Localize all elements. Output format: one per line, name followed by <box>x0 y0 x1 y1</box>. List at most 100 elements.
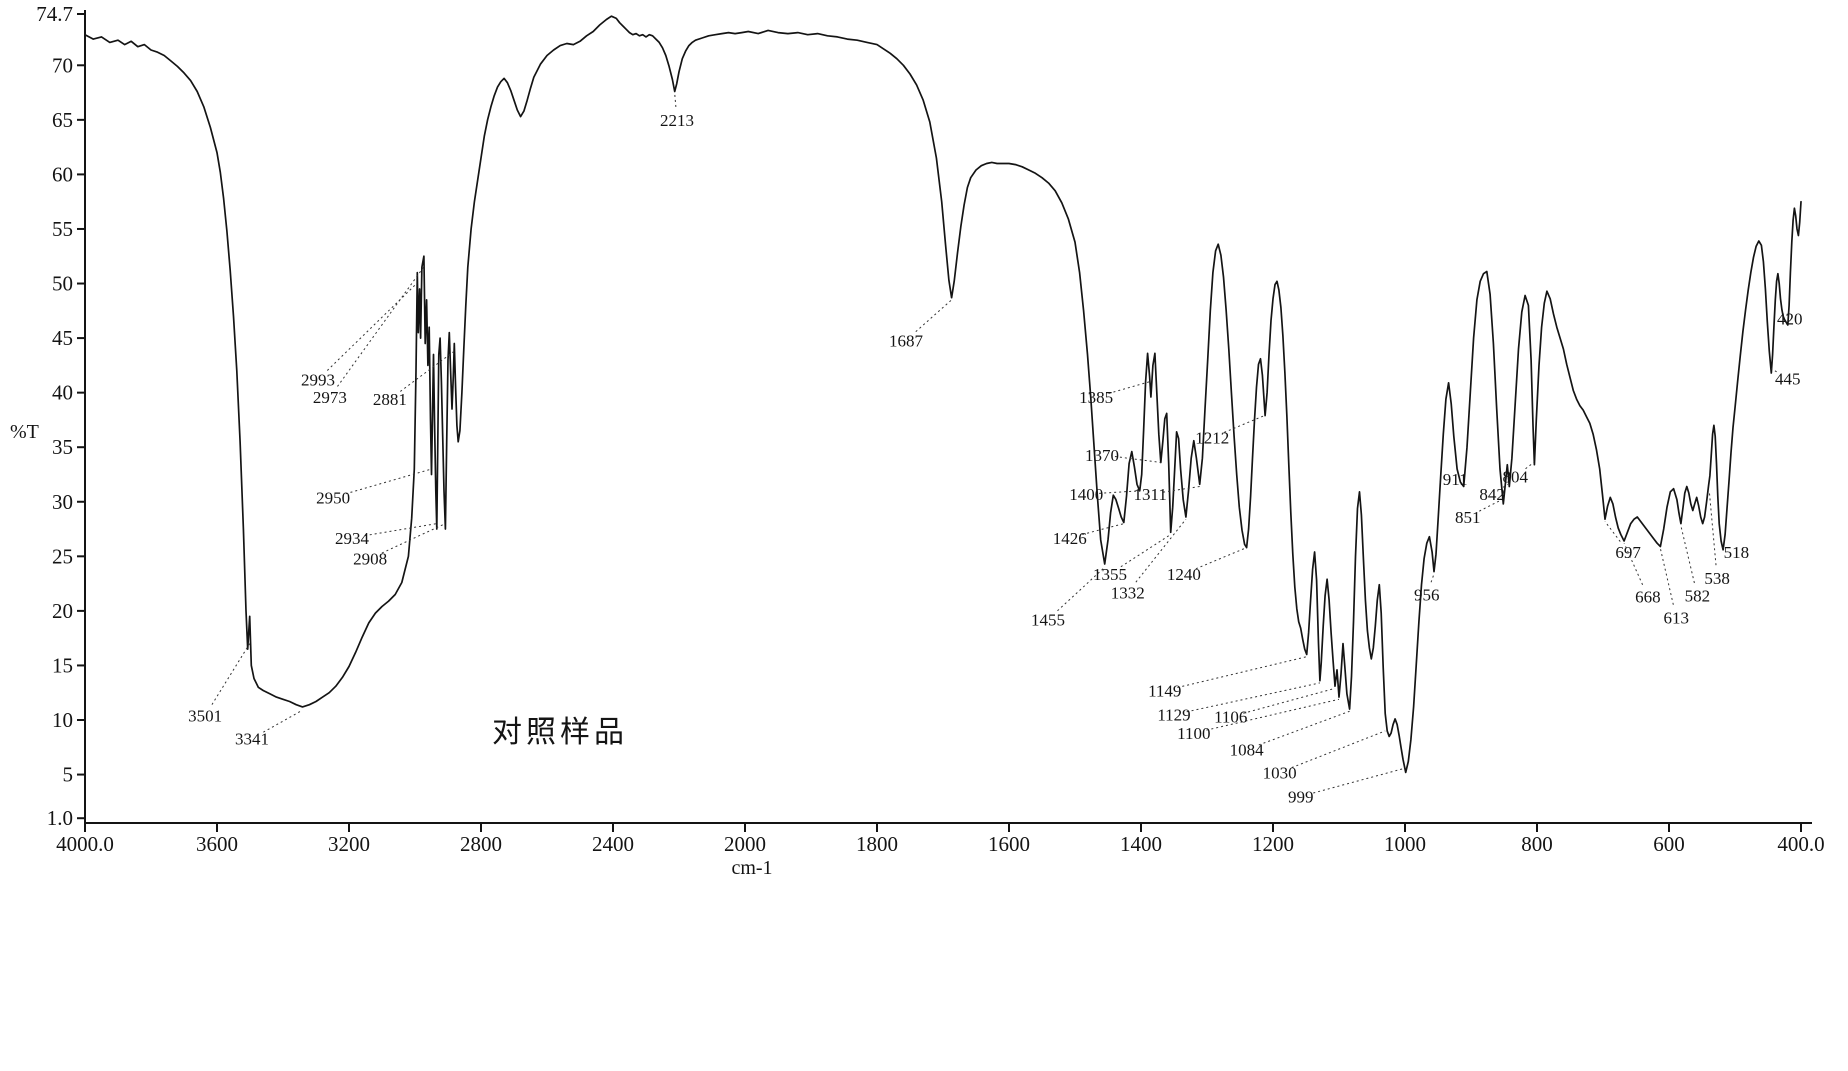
peak-leader-1106 <box>1243 687 1336 714</box>
peak-label-1687: 1687 <box>889 331 924 350</box>
spectrum-curve <box>84 15 1802 774</box>
x-tick-label: 3200 <box>328 832 370 856</box>
peak-leader-956 <box>1430 573 1435 583</box>
peak-leader-3501 <box>211 643 251 705</box>
peak-leader-1129 <box>1186 682 1320 713</box>
peak-leader-1149 <box>1177 656 1307 689</box>
peak-leader-613 <box>1659 548 1674 605</box>
peak-leader-538 <box>1708 490 1717 566</box>
peak-label-420: 420 <box>1777 309 1803 328</box>
peak-label-1030: 1030 <box>1263 763 1297 782</box>
peak-leader-1385 <box>1108 381 1150 394</box>
x-tick-label: 1200 <box>1252 832 1294 856</box>
x-tick-label: 2400 <box>592 832 634 856</box>
peak-leader-1455 <box>1057 566 1106 612</box>
peak-label-1426: 1426 <box>1053 529 1087 548</box>
peak-label-1311: 1311 <box>1134 485 1167 504</box>
peak-leader-2973 <box>337 266 424 387</box>
peak-label-2213: 2213 <box>660 111 694 130</box>
peak-label-999: 999 <box>1288 787 1314 806</box>
peak-label-2950: 2950 <box>316 488 350 507</box>
peak-label-1385: 1385 <box>1079 388 1113 407</box>
peak-label-1100: 1100 <box>1177 724 1210 743</box>
peak-label-1240: 1240 <box>1167 565 1201 584</box>
x-axis-title: cm-1 <box>731 857 772 879</box>
peak-leader-2213 <box>674 93 677 107</box>
peak-leader-3341 <box>263 709 303 733</box>
peak-label-1400: 1400 <box>1069 485 1103 504</box>
x-tick-label: 4000.0 <box>56 832 114 856</box>
y-tick-label: 65 <box>52 108 73 132</box>
peak-label-3501: 3501 <box>188 707 222 726</box>
x-tick-label: 600 <box>1653 832 1685 856</box>
peak-label-582: 582 <box>1685 587 1711 606</box>
peak-label-445: 445 <box>1775 369 1801 388</box>
y-tick-label: 1.0 <box>47 806 73 830</box>
y-tick-label: 15 <box>52 653 73 677</box>
x-tick-label: 1400 <box>1120 832 1162 856</box>
peak-label-1212: 1212 <box>1195 428 1229 447</box>
x-tick-label: 1600 <box>988 832 1030 856</box>
y-tick-label: 70 <box>52 53 73 77</box>
peak-leader-2881 <box>400 350 455 392</box>
peak-leader-1355 <box>1120 534 1171 568</box>
peak-label-1370: 1370 <box>1085 446 1119 465</box>
y-tick-label: 25 <box>52 544 73 568</box>
peak-leader-1687 <box>915 299 952 333</box>
peak-label-1084: 1084 <box>1230 740 1265 759</box>
peak-label-518: 518 <box>1724 543 1750 562</box>
y-tick-label: 40 <box>52 381 73 405</box>
peak-leader-804 <box>1525 462 1535 470</box>
y-tick-label: 45 <box>52 326 73 350</box>
peak-leader-851 <box>1479 499 1503 512</box>
x-tick-label: 2800 <box>460 832 502 856</box>
y-tick-label: 50 <box>52 272 73 296</box>
peak-label-2934: 2934 <box>335 529 370 548</box>
peak-label-2908: 2908 <box>353 550 387 569</box>
y-tick-label: 20 <box>52 599 73 623</box>
peak-leader-1332 <box>1135 518 1187 583</box>
peak-label-911: 911 <box>1443 470 1468 489</box>
peak-label-538: 538 <box>1704 569 1730 588</box>
peak-leader-1240 <box>1195 547 1247 570</box>
peak-label-842: 842 <box>1479 485 1505 504</box>
peak-label-1129: 1129 <box>1157 706 1190 725</box>
y-tick-label: 60 <box>52 162 73 186</box>
y-tick-label: 5 <box>63 763 74 787</box>
x-tick-label: 2000 <box>724 832 766 856</box>
peak-leader-2908 <box>381 523 446 554</box>
peak-label-1332: 1332 <box>1111 583 1145 602</box>
peak-label-1355: 1355 <box>1093 565 1127 584</box>
y-tick-label: 30 <box>52 490 73 514</box>
y-tick-label: 74.7 <box>36 2 73 26</box>
y-tick-label: 55 <box>52 217 73 241</box>
x-tick-label: 800 <box>1521 832 1553 856</box>
peak-leader-1426 <box>1082 523 1124 535</box>
sample-label: 对照样品 <box>492 716 628 749</box>
peak-label-1149: 1149 <box>1148 682 1181 701</box>
peak-label-851: 851 <box>1455 508 1481 527</box>
peak-leader-697 <box>1604 521 1621 542</box>
peak-label-2881: 2881 <box>373 390 407 409</box>
y-axis-title: %T <box>10 421 39 443</box>
peak-leader-1311 <box>1163 485 1200 493</box>
peak-label-956: 956 <box>1414 586 1440 605</box>
peak-label-1106: 1106 <box>1214 708 1247 727</box>
peak-label-613: 613 <box>1664 608 1690 627</box>
x-tick-label: 1800 <box>856 832 898 856</box>
y-tick-label: 35 <box>52 435 73 459</box>
peak-label-2973: 2973 <box>313 388 347 407</box>
peak-leader-1212 <box>1224 415 1265 433</box>
chart-generated-layer: 74.7 70 65 60 55 50 45 40 35 30 25 20 15 10 5 1.04000.0… <box>36 2 1824 856</box>
peak-label-668: 668 <box>1635 588 1661 607</box>
y-tick-label: 10 <box>52 708 73 732</box>
peak-leader-2950 <box>345 468 432 495</box>
peak-leader-1370 <box>1114 456 1161 463</box>
peak-label-3341: 3341 <box>235 730 269 749</box>
peak-leader-1030 <box>1291 730 1386 769</box>
peak-leader-999 <box>1313 767 1406 794</box>
x-tick-label: 1000 <box>1384 832 1426 856</box>
peak-leader-1084 <box>1258 710 1350 746</box>
x-tick-label: 3600 <box>196 832 238 856</box>
